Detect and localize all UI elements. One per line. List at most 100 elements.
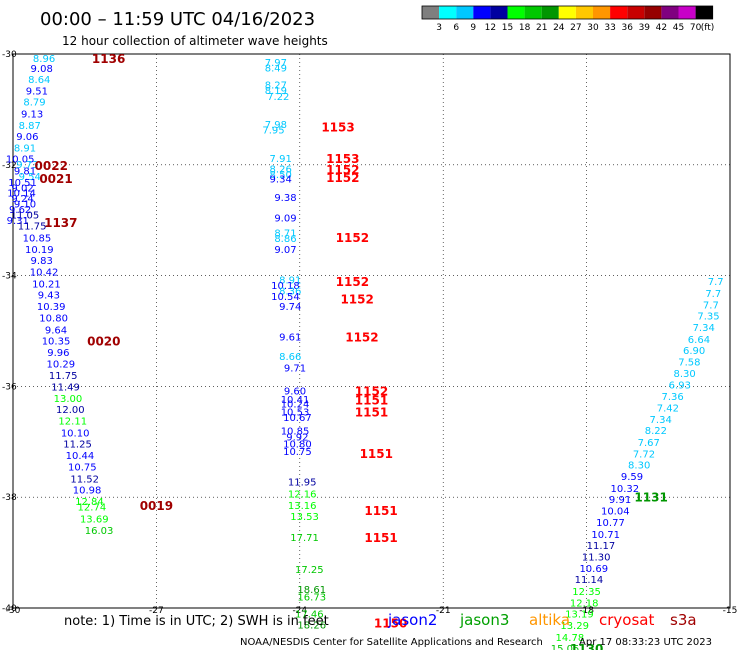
wave-height-point: 9.06 [16,132,38,143]
time-label: 1152 [345,331,378,345]
wave-height-point: 10.39 [37,302,66,313]
wave-height-point: 9.92 [286,432,308,443]
wave-height-point: 10.14 [7,189,36,200]
wave-height-point: 9.08 [31,64,53,75]
wave-height-point: 11.17 [587,541,616,552]
wave-height-point: 7.91 [270,154,292,165]
wave-height-point: 9.74 [279,302,301,313]
wave-height-point: 7.42 [657,403,679,414]
wave-height-point: 11.30 [582,552,611,563]
time-label: 1153 [326,152,359,166]
colorbar-label: 27 [570,23,581,33]
wave-height-point: 7.95 [262,125,284,136]
wave-height-point: 17.25 [295,565,324,576]
wave-height-point: 8.91 [279,275,301,286]
colorbar-label: 39 [639,23,651,33]
wave-height-point: 8.86 [274,234,296,245]
colorbar-label: 24 [553,23,565,33]
wave-height-point: 10.75 [68,463,97,474]
time-label: 1137 [44,216,77,230]
wave-height-point: 10.75 [283,447,312,458]
wave-height-point: 9.64 [45,325,67,336]
wave-height-point: 8.30 [628,461,650,472]
time-label: 0019 [140,499,173,513]
wave-height-point: 8.22 [645,426,667,437]
colorbar-swatch [456,6,474,19]
satellite-legend-s3a: s3a [670,611,697,629]
wave-height-point: 9.34 [270,175,292,186]
wave-height-point: 16.73 [297,592,326,603]
time-label: 1152 [336,275,369,289]
wave-height-point: 12.00 [56,405,85,416]
wave-height-point: 12.18 [570,598,599,609]
wave-height-point: 9.13 [21,109,43,120]
colorbar-swatch [593,6,611,19]
wave-height-point: 13.19 [565,610,594,621]
wave-height-points: 8.969.088.649.518.799.138.879.068.9110.0… [6,54,724,650]
wave-height-point: 7.36 [662,392,684,403]
wave-height-point: 12.74 [78,503,107,514]
wave-height-point: 10.35 [42,336,71,347]
time-label: 1152 [326,171,359,185]
wave-height-point: 7.7 [708,277,724,288]
wave-height-point: 7.34 [650,415,672,426]
colorbar-frame [421,5,714,20]
colorbar-swatch [473,6,491,19]
wave-height-point: 12.84 [75,497,104,508]
x-tick-label: -27 [149,606,164,616]
wave-height-point: 7.67 [638,438,660,449]
wave-height-point: 9.24 [11,194,33,205]
wave-height-point: 8.87 [19,121,41,132]
wave-height-point: 6.93 [669,381,691,392]
wave-height-point: 10.71 [591,530,620,541]
wave-height-point: 12.16 [288,489,317,500]
gridlines [13,54,730,608]
wave-height-point: 7.34 [693,323,715,334]
satellite-legend: jason2 jason3 altika cryosat s3a [387,611,697,629]
time-label: 1150 [374,616,407,630]
wave-height-point: 6.64 [688,335,710,346]
satellite-legend-jason2: jason2 [387,611,437,629]
wave-height-point: 7.35 [697,311,719,322]
wave-height-point: 9.09 [274,213,296,224]
wave-height-point: 11.75 [18,222,47,233]
wave-height-point: 6.90 [683,346,705,357]
time-label: 0022 [35,159,68,173]
wave-height-point: 9.10 [14,200,36,211]
wave-height-point: 10.44 [66,451,95,462]
wave-height-point: 8.91 [14,144,36,155]
time-label: 0021 [39,172,72,186]
wave-height-point: 11.75 [49,371,78,382]
colorbar-swatch [695,6,713,19]
time-label: 1136 [92,52,125,66]
colorbar-label: 21 [536,23,547,33]
colorbar-swatch [490,6,508,19]
wave-height-point: 9.73 [16,160,38,171]
wave-height-point: 8.36 [279,287,301,298]
wave-height-point: 18.61 [297,585,326,596]
wave-height-point: 11.25 [63,439,92,450]
footer-note: note: 1) Time is in UTC; 2) SWH is in fe… [64,614,329,629]
wave-height-point: 8.79 [23,98,45,109]
colorbar-label: 70 [690,23,702,33]
wave-height-point: 8.50 [270,170,292,181]
colorbar-label: 30 [587,23,599,33]
wave-height-point: 16.03 [85,526,114,537]
wave-height-point: 13.29 [560,621,589,632]
wave-height-point: 10.29 [46,360,75,371]
wave-height-point: 9.07 [274,245,296,256]
wave-height-point: 10.19 [25,245,54,256]
colorbar-swatch [627,6,645,19]
colorbar-label: 3 [436,23,442,33]
wave-height-point: 10.05 [6,155,35,166]
wave-height-point: 10.80 [39,314,68,325]
wave-height-point: 11.52 [70,474,99,485]
wave-height-point: 9.81 [14,166,36,177]
time-label: 1151 [355,405,388,419]
wave-height-point: 18.26 [297,621,326,632]
time-label: 1151 [355,394,388,408]
wave-height-point: 9.59 [621,472,643,483]
colorbar-label: 12 [485,23,496,33]
colorbar-swatch [422,6,440,19]
wave-height-point: 10.69 [579,564,608,575]
